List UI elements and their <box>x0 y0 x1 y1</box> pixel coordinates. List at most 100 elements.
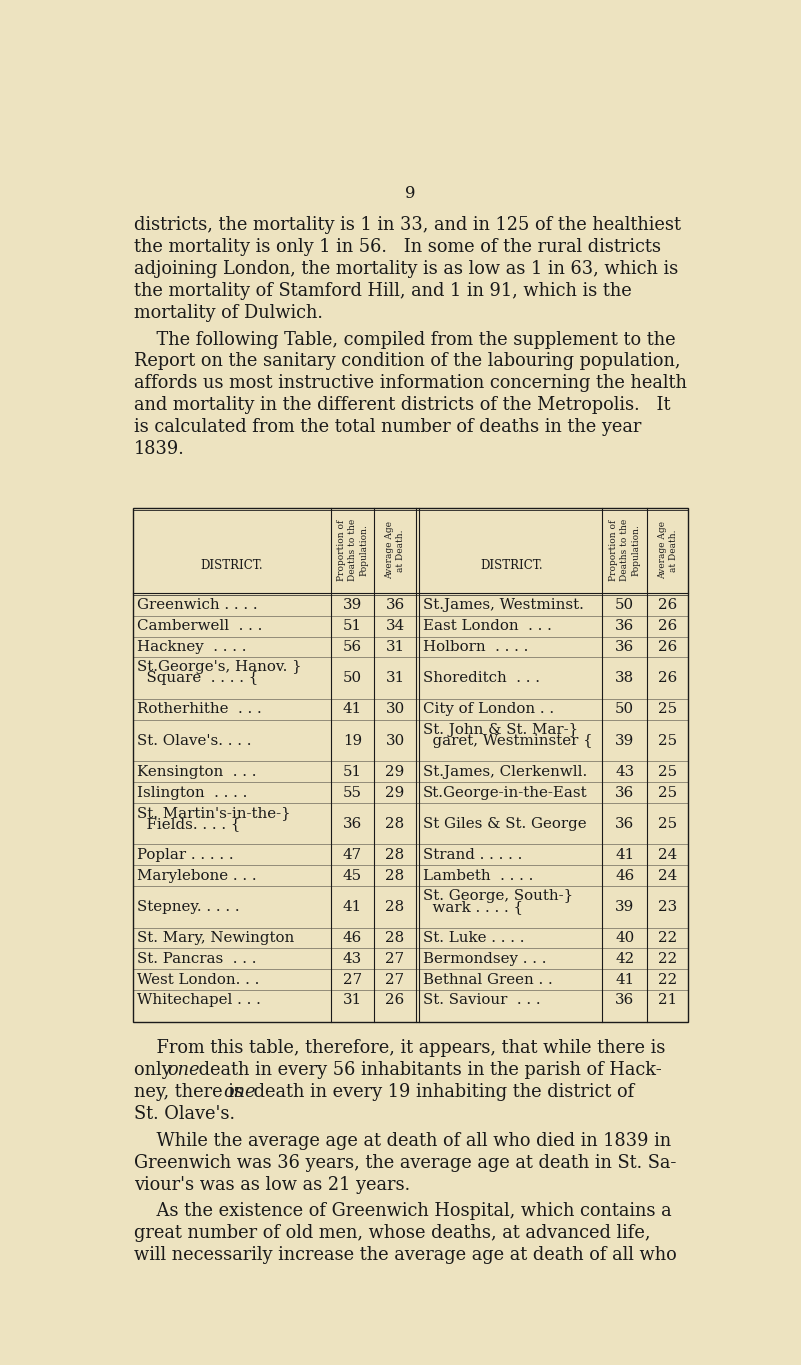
Text: viour's was as low as 21 years.: viour's was as low as 21 years. <box>135 1175 410 1193</box>
Bar <box>133 508 688 1022</box>
Text: St.James, Westminst.: St.James, Westminst. <box>422 598 583 613</box>
Text: 41: 41 <box>343 900 362 913</box>
Text: death in every 56 inhabitants in the parish of Hack-: death in every 56 inhabitants in the par… <box>193 1061 662 1080</box>
Text: Poplar . . . . .: Poplar . . . . . <box>136 848 233 861</box>
Text: 39: 39 <box>615 900 634 913</box>
Text: 24: 24 <box>658 868 678 883</box>
Text: 30: 30 <box>385 733 405 748</box>
Text: Stepney. . . . .: Stepney. . . . . <box>136 900 239 913</box>
Text: 36: 36 <box>615 785 634 800</box>
Text: West London. . .: West London. . . <box>136 973 259 987</box>
Text: From this table, therefore, it appears, that while there is: From this table, therefore, it appears, … <box>135 1039 666 1058</box>
Text: 27: 27 <box>385 973 405 987</box>
Text: 25: 25 <box>658 703 678 717</box>
Text: is calculated from the total number of deaths in the year: is calculated from the total number of d… <box>135 418 642 437</box>
Text: 9: 9 <box>405 186 416 202</box>
Text: St. John & St. Mar-}: St. John & St. Mar-} <box>422 723 578 737</box>
Text: St Giles & St. George: St Giles & St. George <box>422 816 586 831</box>
Text: 51: 51 <box>343 764 362 778</box>
Text: one: one <box>167 1061 200 1080</box>
Text: 50: 50 <box>615 598 634 613</box>
Text: 46: 46 <box>343 931 362 945</box>
Text: East London  . . .: East London . . . <box>422 620 551 633</box>
Text: Camberwell  . . .: Camberwell . . . <box>136 620 262 633</box>
Text: 36: 36 <box>615 640 634 654</box>
Text: 26: 26 <box>658 598 678 613</box>
Text: 30: 30 <box>385 703 405 717</box>
Text: mortality of Dulwich.: mortality of Dulwich. <box>135 304 323 322</box>
Text: 26: 26 <box>658 620 678 633</box>
Text: The following Table, compiled from the supplement to the: The following Table, compiled from the s… <box>135 330 676 348</box>
Text: Shoreditch  . . .: Shoreditch . . . <box>422 672 540 685</box>
Text: 36: 36 <box>343 816 362 831</box>
Text: Lambeth  . . . .: Lambeth . . . . <box>422 868 533 883</box>
Text: St.George's, Hanov. }: St.George's, Hanov. } <box>136 661 301 674</box>
Text: St.George-in-the-East: St.George-in-the-East <box>422 785 587 800</box>
Text: 42: 42 <box>615 951 634 966</box>
Text: 39: 39 <box>615 733 634 748</box>
Text: Greenwich . . . .: Greenwich . . . . <box>136 598 257 613</box>
Text: 19: 19 <box>343 733 362 748</box>
Text: garet, Westminster {: garet, Westminster { <box>422 733 592 748</box>
Text: only: only <box>135 1061 178 1080</box>
Text: 29: 29 <box>385 764 405 778</box>
Text: great number of old men, whose deaths, at advanced life,: great number of old men, whose deaths, a… <box>135 1224 650 1242</box>
Text: City of London . .: City of London . . <box>422 703 553 717</box>
Text: will necessarily increase the average age at death of all who: will necessarily increase the average ag… <box>135 1246 677 1264</box>
Text: St. Mary, Newington: St. Mary, Newington <box>136 931 294 945</box>
Text: St. Olave's. . . .: St. Olave's. . . . <box>136 733 251 748</box>
Text: Average Age
at Death.: Average Age at Death. <box>385 521 405 579</box>
Text: Bethnal Green . .: Bethnal Green . . <box>422 973 552 987</box>
Text: one: one <box>223 1084 256 1102</box>
Text: Square  . . . . {: Square . . . . { <box>136 672 258 685</box>
Text: 55: 55 <box>343 785 362 800</box>
Text: 24: 24 <box>658 848 678 861</box>
Text: 41: 41 <box>615 848 634 861</box>
Text: 51: 51 <box>343 620 362 633</box>
Text: 45: 45 <box>343 868 362 883</box>
Text: districts, the mortality is 1 in 33, and in 125 of the healthiest: districts, the mortality is 1 in 33, and… <box>135 216 681 235</box>
Text: St. Saviour  . . .: St. Saviour . . . <box>422 994 540 1007</box>
Text: and mortality in the different districts of the Metropolis.   It: and mortality in the different districts… <box>135 396 670 415</box>
Text: DISTRICT.: DISTRICT. <box>200 560 264 572</box>
Text: ney, there is: ney, there is <box>135 1084 249 1102</box>
Text: St. Martin's-in-the-}: St. Martin's-in-the-} <box>136 805 290 820</box>
Text: 43: 43 <box>343 951 362 966</box>
Text: Holborn  . . . .: Holborn . . . . <box>422 640 528 654</box>
Text: While the average age at death of all who died in 1839 in: While the average age at death of all wh… <box>135 1132 671 1149</box>
Text: 22: 22 <box>658 951 678 966</box>
Text: 38: 38 <box>615 672 634 685</box>
Text: 41: 41 <box>343 703 362 717</box>
Text: 46: 46 <box>615 868 634 883</box>
Text: 25: 25 <box>658 764 678 778</box>
Text: 50: 50 <box>343 672 362 685</box>
Text: the mortality is only 1 in 56.   In some of the rural districts: the mortality is only 1 in 56. In some o… <box>135 238 661 257</box>
Text: adjoining London, the mortality is as low as 1 in 63, which is: adjoining London, the mortality is as lo… <box>135 261 678 278</box>
Text: 26: 26 <box>658 640 678 654</box>
Text: 29: 29 <box>385 785 405 800</box>
Text: 31: 31 <box>385 640 405 654</box>
Text: 28: 28 <box>385 900 405 913</box>
Text: Proportion of
Deaths to the
Population.: Proportion of Deaths to the Population. <box>610 519 641 581</box>
Text: 25: 25 <box>658 733 678 748</box>
Text: affords us most instructive information concerning the health: affords us most instructive information … <box>135 374 687 392</box>
Text: 50: 50 <box>615 703 634 717</box>
Text: St. Luke . . . .: St. Luke . . . . <box>422 931 524 945</box>
Text: St. Olave's.: St. Olave's. <box>135 1106 235 1123</box>
Text: DISTRICT.: DISTRICT. <box>481 560 543 572</box>
Text: 41: 41 <box>615 973 634 987</box>
Text: Strand . . . . .: Strand . . . . . <box>422 848 522 861</box>
Text: 28: 28 <box>385 816 405 831</box>
Text: 36: 36 <box>615 816 634 831</box>
Text: 22: 22 <box>658 931 678 945</box>
Text: 22: 22 <box>658 973 678 987</box>
Text: 23: 23 <box>658 900 678 913</box>
Text: Whitechapel . . .: Whitechapel . . . <box>136 994 260 1007</box>
Text: 27: 27 <box>343 973 362 987</box>
Text: St.James, Clerkenwll.: St.James, Clerkenwll. <box>422 764 587 778</box>
Text: 28: 28 <box>385 848 405 861</box>
Text: 25: 25 <box>658 785 678 800</box>
Text: Fields. . . . {: Fields. . . . { <box>136 816 240 831</box>
Text: Marylebone . . .: Marylebone . . . <box>136 868 256 883</box>
Text: 43: 43 <box>615 764 634 778</box>
